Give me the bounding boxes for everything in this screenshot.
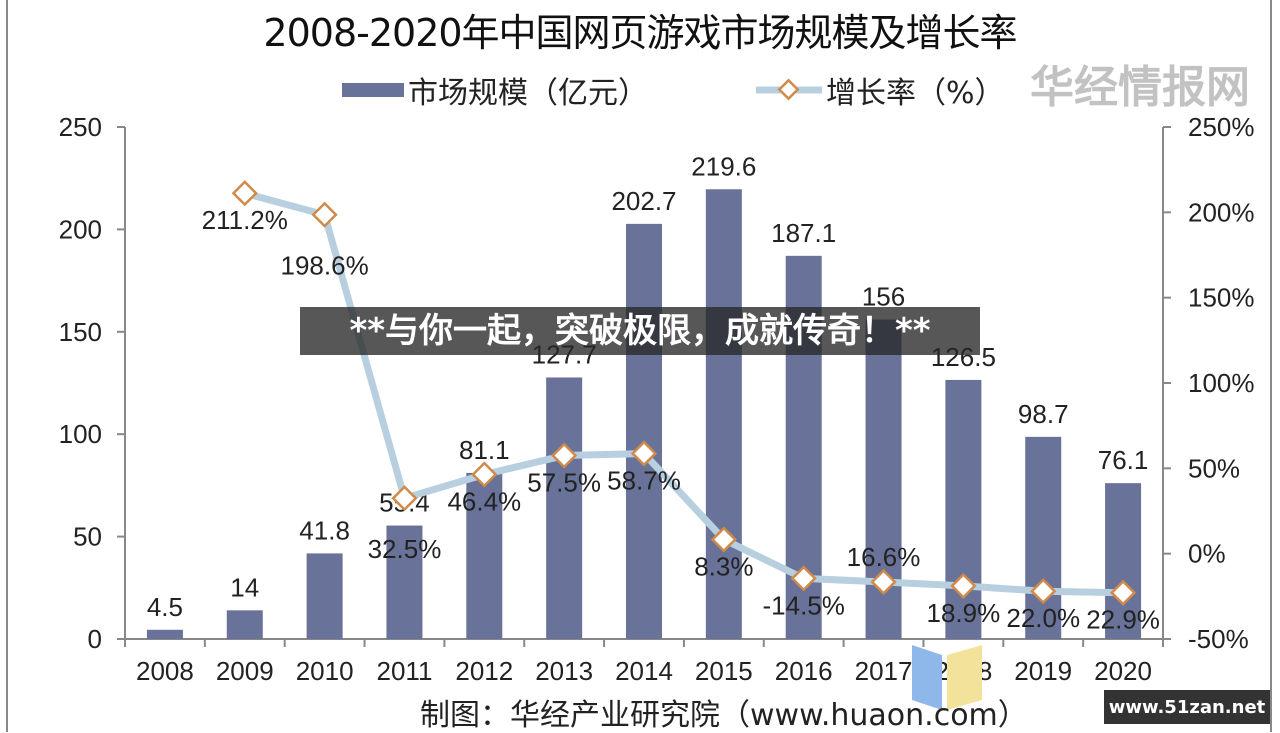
y-tick-label-right: 200% <box>1188 197 1255 227</box>
growth-label: -14.5% <box>762 590 844 620</box>
x-tick-label: 2011 <box>377 656 433 686</box>
y-tick-label-left: 50 <box>73 522 102 552</box>
bar-label: 81.1 <box>459 435 510 465</box>
y-tick-label-left: 0 <box>88 624 102 654</box>
growth-label: 198.6% <box>281 251 369 281</box>
bar <box>705 189 742 639</box>
bar-label: 219.6 <box>691 151 756 181</box>
y-tick-label-left: 200 <box>59 214 102 244</box>
y-tick-label-right: 100% <box>1188 368 1255 398</box>
growth-marker <box>710 526 737 553</box>
huaon-watermark: 华经情报网 <box>1030 62 1250 113</box>
growth-label: 32.5% <box>368 534 442 564</box>
bar-label: 202.7 <box>611 186 676 216</box>
growth-marker <box>950 572 977 600</box>
x-tick-label: 2019 <box>1014 656 1072 686</box>
growth-label: 46.4% <box>447 486 521 516</box>
bar <box>226 610 263 639</box>
growth-label: 57.5% <box>527 468 601 498</box>
site-watermark: www.51zan.net <box>1104 690 1270 724</box>
growth-marker <box>630 440 658 467</box>
growth-label: 16.6% <box>847 542 921 572</box>
chart-title: 2008-2020年中国网页游戏市场规模及增长率 <box>263 11 1017 55</box>
x-tick-label: 2009 <box>216 656 274 686</box>
y-tick-label-right: 0% <box>1188 539 1226 569</box>
growth-marker <box>870 568 897 596</box>
growth-marker <box>790 565 817 592</box>
y-tick-label-right: 50% <box>1188 453 1240 483</box>
legend-label-line: 增长率（%） <box>826 76 1005 111</box>
growth-label: 8.3% <box>694 552 753 582</box>
growth-label: 22.0% <box>1006 603 1080 633</box>
growth-label: 211.2% <box>202 205 288 235</box>
bar-label: 98.7 <box>1018 399 1069 429</box>
bar <box>626 223 662 639</box>
bar <box>1105 483 1142 639</box>
growth-marker <box>231 180 258 207</box>
x-tick-label: 2015 <box>695 656 753 686</box>
bar-label: 14 <box>230 572 259 602</box>
legend-label-bar: 市场规模（亿元） <box>408 76 648 111</box>
huaon-logo <box>912 645 982 710</box>
y-tick-label-right: -50% <box>1188 624 1249 654</box>
bar-label: 187.1 <box>771 218 836 248</box>
growth-label: 22.9% <box>1086 605 1160 635</box>
x-tick-label: 2008 <box>136 656 194 686</box>
growth-marker <box>311 201 338 228</box>
growth-label: 58.7% <box>607 465 681 495</box>
y-tick-label-left: 250 <box>59 112 102 142</box>
x-tick-label: 2013 <box>535 656 593 686</box>
bar <box>146 629 183 639</box>
growth-marker <box>551 442 578 469</box>
x-tick-label: 2020 <box>1094 656 1152 686</box>
growth-label: 18.9% <box>927 598 1001 628</box>
bar <box>546 377 583 639</box>
y-tick-label-right: 150% <box>1188 283 1255 313</box>
growth-marker <box>1030 578 1057 605</box>
x-tick-label: 2016 <box>775 656 833 686</box>
legend-item-line: 增长率（%） <box>756 68 1005 112</box>
bar-label: 76.1 <box>1098 445 1149 475</box>
x-tick-label: 2010 <box>296 656 354 686</box>
growth-marker <box>391 485 418 512</box>
x-tick-label: 2017 <box>855 656 913 686</box>
x-tick-label: 2014 <box>615 656 673 686</box>
bar <box>1025 436 1062 639</box>
bar <box>386 525 423 639</box>
chart-frame <box>6 0 1272 732</box>
growth-line <box>243 189 1124 597</box>
y-tick-label-left: 150 <box>59 317 102 347</box>
x-tick-label: 2012 <box>455 656 513 686</box>
legend: 市场规模（亿元） 增长率（%） <box>0 68 1010 111</box>
bar <box>466 472 503 639</box>
bar-label: 41.8 <box>299 515 350 545</box>
legend-swatch-line <box>756 78 822 101</box>
y-tick-label-right: 250% <box>1188 112 1255 142</box>
bar <box>306 553 343 639</box>
growth-marker <box>471 461 498 488</box>
bar-label: 156 <box>862 282 905 312</box>
y-tick-label-left: 100 <box>59 419 102 449</box>
growth-marker <box>1109 579 1137 606</box>
bar-label: 4.5 <box>147 592 183 622</box>
legend-swatch-bar <box>342 83 404 97</box>
overlay-banner: **与你一起，突破极限，成就传奇！** <box>300 307 980 355</box>
legend-item-bar: 市场规模（亿元） <box>342 68 648 112</box>
source-note: 制图：华经产业研究院（www.huaon.com） <box>420 698 1028 733</box>
